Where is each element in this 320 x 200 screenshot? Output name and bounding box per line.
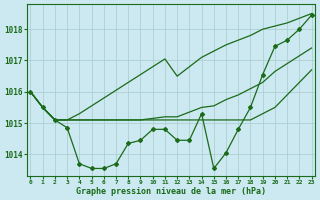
X-axis label: Graphe pression niveau de la mer (hPa): Graphe pression niveau de la mer (hPa)	[76, 187, 266, 196]
